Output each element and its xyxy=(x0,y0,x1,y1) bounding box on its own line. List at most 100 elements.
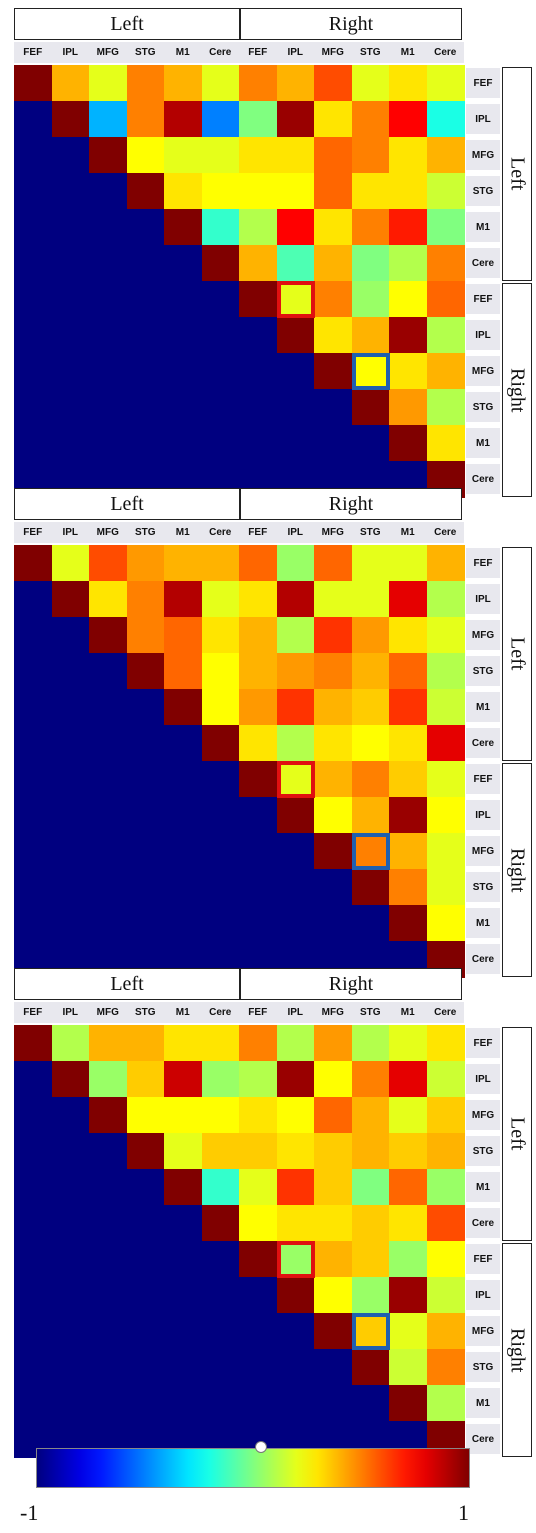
heatmap-cell xyxy=(276,1061,315,1098)
heatmap-cell xyxy=(51,1061,90,1098)
heatmap-cell xyxy=(389,1349,428,1386)
heatmap-cell xyxy=(389,1277,428,1314)
heatmap-cell xyxy=(164,905,203,942)
heatmap-cell xyxy=(426,797,465,834)
row-tick-label: M1 xyxy=(466,908,500,938)
heatmap-cell xyxy=(89,1169,128,1206)
column-tick-label: M1 xyxy=(389,522,427,543)
heatmap-cell xyxy=(14,1277,53,1314)
row-tick-label: M1 xyxy=(466,1388,500,1418)
heatmap-cell xyxy=(314,833,353,870)
heatmap-cell xyxy=(389,1025,428,1062)
heatmap-cell xyxy=(164,545,203,582)
heatmap-cell xyxy=(389,905,428,942)
group-label: Left xyxy=(110,972,144,995)
heatmap-cell xyxy=(389,173,428,210)
row-tick-label: STG xyxy=(466,1136,500,1166)
heatmap-cell xyxy=(351,1205,390,1242)
heatmap-cell xyxy=(126,1133,165,1170)
heatmap-cell xyxy=(201,209,240,246)
heatmap-cell xyxy=(276,425,315,462)
heatmap-cell xyxy=(351,389,390,426)
heatmap-cell xyxy=(276,1025,315,1062)
heatmap-cell xyxy=(51,317,90,354)
top-group-header-1: Right xyxy=(240,968,462,1000)
column-tick-label: FEF xyxy=(239,1002,277,1023)
heatmap-cell xyxy=(426,209,465,246)
heatmap-cell xyxy=(426,173,465,210)
heatmap-cell xyxy=(239,1313,278,1350)
heatmap-cell xyxy=(51,761,90,798)
heatmap-cell xyxy=(276,653,315,690)
column-tick-label: MFG xyxy=(89,522,127,543)
heatmap-cell xyxy=(351,209,390,246)
heatmap-cell xyxy=(314,101,353,138)
heatmap-cell xyxy=(51,905,90,942)
column-tick-label: Cere xyxy=(426,1002,464,1023)
heatmap-cell xyxy=(239,653,278,690)
column-tick-label: FEF xyxy=(239,522,277,543)
row-tick-label: FEF xyxy=(466,548,500,578)
heatmap-cell xyxy=(389,1313,428,1350)
heatmap-cell xyxy=(51,209,90,246)
heatmap-cell xyxy=(126,101,165,138)
heatmap-cell xyxy=(126,797,165,834)
heatmap-cell xyxy=(51,1097,90,1134)
heatmap-cell xyxy=(351,1277,390,1314)
row-tick-label: Cere xyxy=(466,944,500,974)
heatmap-cell xyxy=(314,581,353,618)
row-tick-label: Cere xyxy=(466,464,500,494)
heatmap-cell xyxy=(14,353,53,390)
heatmap-cell xyxy=(126,173,165,210)
heatmap-cell xyxy=(426,245,465,282)
heatmap-cell xyxy=(426,653,465,690)
group-label: Right xyxy=(506,847,529,893)
heatmap-cell xyxy=(239,1241,278,1278)
heatmap-cell xyxy=(276,1133,315,1170)
heatmap-cell xyxy=(314,1385,353,1422)
heatmap-cell xyxy=(276,761,315,798)
heatmap-cell xyxy=(389,389,428,426)
heatmap-cell xyxy=(276,1169,315,1206)
heatmap-cell xyxy=(314,317,353,354)
heatmap-cell xyxy=(14,65,53,102)
heatmap-cell xyxy=(201,1097,240,1134)
heatmap-cell xyxy=(126,425,165,462)
heatmap-cell xyxy=(276,65,315,102)
heatmap-cell xyxy=(426,725,465,762)
heatmap-cell xyxy=(14,137,53,174)
heatmap-cell xyxy=(89,833,128,870)
heatmap-cell xyxy=(426,1097,465,1134)
heatmap-cell xyxy=(351,1133,390,1170)
heatmap-cell xyxy=(389,545,428,582)
heatmap-cell xyxy=(276,725,315,762)
heatmap-cell xyxy=(51,353,90,390)
heatmap-cell xyxy=(89,1061,128,1098)
heatmap-cell xyxy=(89,797,128,834)
group-label: Right xyxy=(328,12,374,35)
column-tick-label: IPL xyxy=(276,1002,314,1023)
heatmap-cell xyxy=(239,581,278,618)
heatmap-cell xyxy=(201,581,240,618)
column-tick-label: IPL xyxy=(276,42,314,63)
heatmap-cell xyxy=(276,797,315,834)
heatmap-cell xyxy=(239,1385,278,1422)
column-tick-label: Cere xyxy=(201,1002,239,1023)
heatmap-cell xyxy=(276,689,315,726)
heatmap-cell xyxy=(51,1025,90,1062)
heatmap-cell xyxy=(201,281,240,318)
top-group-header-1: Right xyxy=(240,8,462,40)
heatmap-cell xyxy=(314,389,353,426)
heatmap-cell xyxy=(51,1241,90,1278)
heatmap-cell xyxy=(239,353,278,390)
heatmap-cell xyxy=(389,833,428,870)
heatmap-cell xyxy=(314,689,353,726)
heatmap-cell xyxy=(351,1349,390,1386)
heatmap-cell xyxy=(126,689,165,726)
heatmap-cell xyxy=(164,1349,203,1386)
heatmap-cell xyxy=(14,1133,53,1170)
heatmap-cell xyxy=(239,905,278,942)
heatmap-cell xyxy=(51,689,90,726)
heatmap-cell xyxy=(51,653,90,690)
heatmap-cell xyxy=(164,173,203,210)
